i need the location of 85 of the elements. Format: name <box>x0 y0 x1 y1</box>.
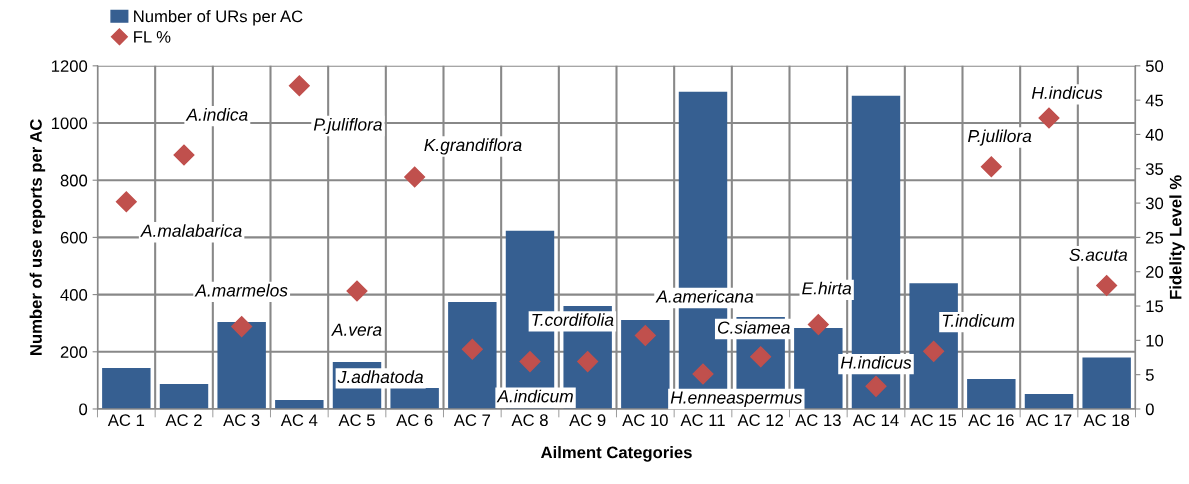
x-tick-label: AC 14 <box>852 414 899 427</box>
bar <box>967 378 1016 409</box>
annotation: J.adhatoda <box>337 370 424 384</box>
x-tick-label: AC 16 <box>968 414 1014 427</box>
y2-tick-label: 40 <box>1145 128 1164 141</box>
y-tick-label: 600 <box>60 231 88 244</box>
annotation: H.indicus <box>840 356 912 369</box>
annotation: A.marmelos <box>194 283 288 297</box>
x-tick-label: AC 9 <box>569 414 606 427</box>
y2-axis-title: Fidelity Level % <box>1169 175 1185 299</box>
y2-tick-label: 10 <box>1146 334 1164 347</box>
y2-tick-label: 30 <box>1145 197 1164 210</box>
annotation: A.malabarica <box>140 224 242 237</box>
x-tick-label: AC 2 <box>165 414 202 427</box>
x-tick-label: AC 7 <box>453 414 491 427</box>
y-tick-label: 200 <box>60 346 88 358</box>
y2-tick-label: 45 <box>1145 94 1164 107</box>
annotation: S.acuta <box>1069 248 1128 261</box>
point <box>519 351 541 373</box>
y-axis-title: Number of use reports per AC <box>29 119 46 355</box>
y2-tick-label: 50 <box>1145 60 1164 73</box>
point <box>404 166 426 188</box>
point <box>865 375 887 397</box>
annotation: H.indicus <box>1031 86 1103 100</box>
y2-tick-label: 15 <box>1146 300 1164 313</box>
annotation: K.grandiflora <box>424 138 522 155</box>
bar <box>275 400 324 409</box>
legend-label: FL % <box>134 31 171 43</box>
y2-tick-label: 0 <box>1145 403 1154 416</box>
x-tick-label: AC 6 <box>396 414 433 427</box>
x-tick-label: AC 5 <box>338 414 375 427</box>
annotation: A.indica <box>185 108 248 121</box>
x-tick-label: AC 17 <box>1025 414 1072 427</box>
y2-tick-label: 5 <box>1145 369 1154 381</box>
y2-tick-label: 35 <box>1145 163 1164 175</box>
point <box>807 314 829 336</box>
y-tick-label: 0 <box>79 403 88 416</box>
point <box>634 325 656 347</box>
point <box>692 363 714 385</box>
bar <box>1024 394 1074 409</box>
y2-tick-label: 20 <box>1146 266 1164 278</box>
x-tick-label: AC 12 <box>737 414 783 427</box>
bar <box>621 320 670 409</box>
point <box>923 340 945 362</box>
annotation: P.juliflora <box>313 117 382 135</box>
annotation: T.cordifolia <box>532 313 614 327</box>
point <box>577 351 599 373</box>
point <box>231 316 253 338</box>
annotation: A.indicum <box>496 389 573 403</box>
x-tick-label: AC 8 <box>511 414 548 427</box>
point <box>1096 274 1118 296</box>
y-tick-label: 1000 <box>51 117 88 130</box>
point <box>346 280 368 302</box>
y-tick-label: 1200 <box>51 60 88 73</box>
x-tick-label: AC 10 <box>622 414 668 427</box>
bar <box>159 384 209 409</box>
x-tick-label: AC 3 <box>223 414 260 427</box>
bar <box>217 322 266 409</box>
legend-label: Number of URs per AC <box>134 10 303 26</box>
point <box>115 191 137 213</box>
annotation: C.siamea <box>718 320 790 334</box>
point <box>461 338 483 360</box>
annotation: H.enneaspermus <box>670 391 803 408</box>
annotation: T.indicum <box>942 314 1015 327</box>
bar <box>102 368 151 409</box>
y-tick-label: 400 <box>60 289 88 301</box>
annotation: E.hirta <box>802 281 852 295</box>
x-tick-label: AC 1 <box>107 414 145 427</box>
x-axis-title: Ailment Categories <box>540 446 692 462</box>
y2-tick-label: 25 <box>1146 231 1164 244</box>
point <box>980 156 1002 178</box>
x-tick-label: AC 13 <box>795 414 841 427</box>
annotation: A.vera <box>331 323 382 336</box>
x-tick-label: AC 15 <box>910 414 957 427</box>
x-tick-label: AC 4 <box>280 414 318 427</box>
x-tick-label: AC 18 <box>1083 414 1130 427</box>
y-tick-label: 800 <box>60 174 88 187</box>
annotation: A.americana <box>655 289 754 303</box>
bar <box>1082 357 1131 409</box>
point <box>173 144 195 166</box>
point <box>1038 107 1060 129</box>
annotation: P.julilora <box>968 129 1032 146</box>
point <box>288 75 310 97</box>
x-tick-label: AC 11 <box>680 414 725 427</box>
bar <box>448 302 497 409</box>
